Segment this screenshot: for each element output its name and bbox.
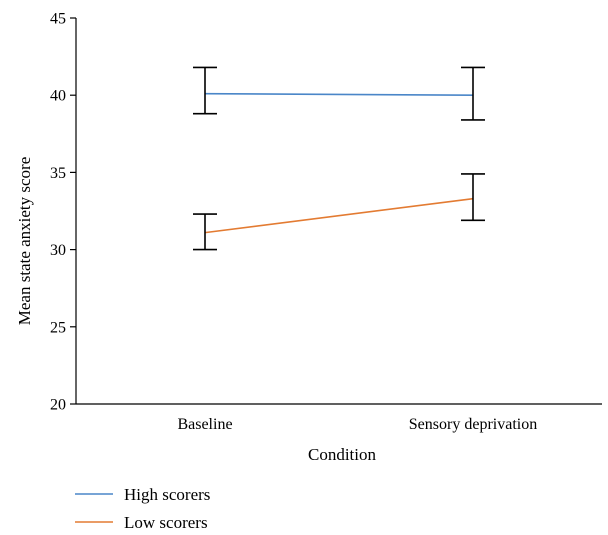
- legend-label: High scorers: [124, 485, 210, 504]
- x-axis-title: Condition: [308, 445, 377, 464]
- y-tick-label: 40: [50, 88, 66, 105]
- error-bar: [461, 173, 485, 222]
- x-tick-label: Baseline: [177, 416, 232, 433]
- y-axis-ticks: 20 25 30 35 40 45: [50, 11, 76, 414]
- y-tick-label: 20: [50, 397, 66, 414]
- legend: High scorers Low scorers: [75, 485, 210, 532]
- series-line-2: [204, 197, 474, 234]
- error-bar: [193, 213, 217, 251]
- series-layer: [204, 92, 474, 234]
- error-bars: [193, 66, 485, 251]
- y-tick-label: 35: [50, 165, 66, 182]
- error-bar: [193, 66, 217, 115]
- axes: [75, 18, 602, 405]
- y-tick-label: 25: [50, 319, 66, 336]
- y-axis-title: Mean state anxiety score: [15, 157, 34, 326]
- legend-label: Low scorers: [124, 513, 208, 532]
- x-tick-label: Sensory deprivation: [409, 416, 537, 433]
- error-bar: [461, 66, 485, 121]
- x-axis-ticks: Baseline Sensory deprivation: [177, 416, 537, 433]
- y-tick-label: 45: [50, 11, 66, 28]
- series-line-1: [204, 92, 474, 96]
- y-tick-label: 30: [50, 242, 66, 259]
